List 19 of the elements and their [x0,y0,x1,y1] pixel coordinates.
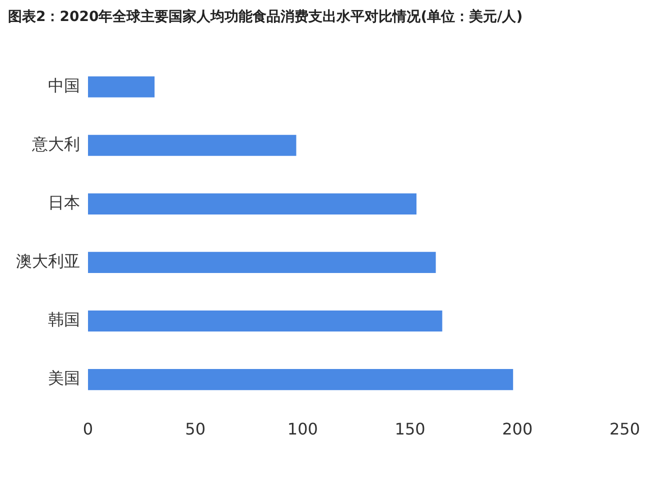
x-tick-label: 0 [82,420,94,439]
x-tick-label: 200 [502,420,533,439]
y-tick-label: 澳大利亚 [16,252,80,271]
chart-title: 图表2：2020年全球主要国家人均功能食品消费支出水平对比情况(单位：美元/人) [8,8,523,26]
y-tick-label: 中国 [48,76,80,96]
y-tick-label: 韩国 [48,310,80,330]
bar [88,310,442,332]
x-tick-label: 150 [394,420,426,439]
bar [88,193,416,214]
y-tick-label: 日本 [48,193,80,212]
y-tick-label: 意大利 [31,134,80,154]
x-tick-label: 250 [609,420,640,439]
bar [88,252,436,274]
bar [88,369,514,390]
bar [88,76,155,98]
x-tick-label: 100 [287,420,318,439]
bar [88,134,296,156]
y-tick-label: 美国 [48,368,80,388]
x-tick-label: 50 [185,420,206,439]
